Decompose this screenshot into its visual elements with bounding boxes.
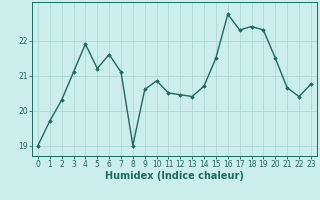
X-axis label: Humidex (Indice chaleur): Humidex (Indice chaleur) bbox=[105, 171, 244, 181]
